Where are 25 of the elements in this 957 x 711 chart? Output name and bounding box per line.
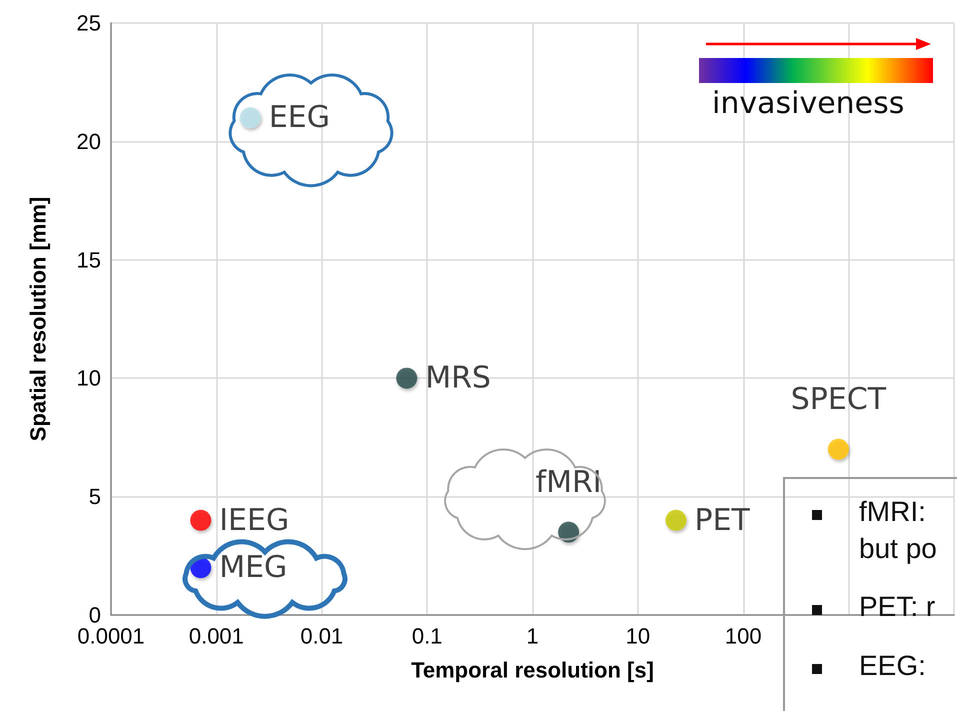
x-tick-label: 0.01 xyxy=(300,624,344,648)
series-label: fMRI xyxy=(536,465,602,500)
series-label: MEG xyxy=(219,550,288,586)
x-tick-label: 0.1 xyxy=(412,624,442,648)
x-tick-label: 10 xyxy=(626,624,650,648)
y-tick-label: 15 xyxy=(76,247,101,272)
annotation: fMRI: xyxy=(859,496,926,528)
series-label: MRS xyxy=(425,360,491,396)
annotation: invasiveness xyxy=(712,86,904,121)
series-label: IEEG xyxy=(219,502,290,538)
x-tick-label: 0.001 xyxy=(188,624,244,648)
annotation: PET: r xyxy=(859,591,936,623)
text: EEG: xyxy=(859,650,926,682)
y-tick-label: 10 xyxy=(76,366,101,391)
x-axis-title: Temporal resolution [s] xyxy=(411,658,654,682)
y-tick-label: 20 xyxy=(76,128,101,154)
series-label: EEG xyxy=(268,100,330,136)
x-tick-label: 100 xyxy=(724,624,762,648)
x-tick-label: 1 xyxy=(526,624,539,648)
y-axis-title: Spatial resolution [mm] xyxy=(26,196,50,442)
y-tick-label: 25 xyxy=(76,10,101,36)
series-label: PET xyxy=(694,502,751,538)
annotation: but po xyxy=(859,533,937,565)
y-tick-label: 5 xyxy=(88,484,101,510)
series-label: SPECT xyxy=(790,382,887,418)
